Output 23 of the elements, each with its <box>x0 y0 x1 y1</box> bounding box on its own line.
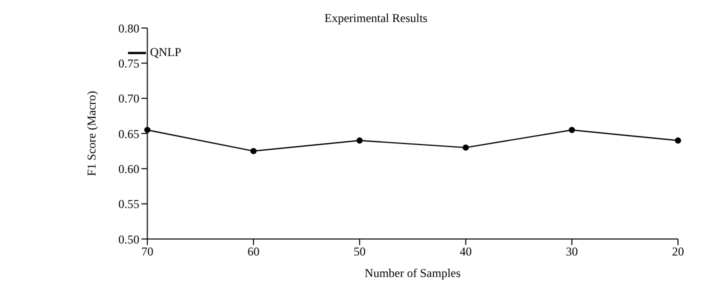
point <box>356 137 363 144</box>
point <box>462 144 469 151</box>
point <box>674 137 682 144</box>
point <box>250 148 257 154</box>
legend-label: QNLP <box>150 44 182 59</box>
x-tick-label: 50 <box>354 244 366 259</box>
y-tick-label: 0.55 <box>118 197 140 212</box>
y-tick-label: 0.50 <box>118 232 140 246</box>
y-tick-label: 0.65 <box>118 126 140 141</box>
y-tick-label: 0.75 <box>118 56 140 70</box>
x-tick-label: 20 <box>672 244 684 259</box>
x-axis-title: Number of Samples <box>364 266 461 280</box>
x-tick-label: 60 <box>247 244 260 259</box>
point <box>568 126 575 134</box>
point <box>144 126 150 134</box>
y-tick-label: 0.80 <box>118 21 140 36</box>
y-tick-label: 0.60 <box>118 162 140 176</box>
y-tick-label: 0.70 <box>118 92 140 106</box>
x-tick-label: 40 <box>460 244 472 259</box>
chart-title: Experimental Results <box>324 11 428 25</box>
x-tick-label: 30 <box>566 244 578 259</box>
y-axis-title: F1 Score (Macro) <box>84 90 99 176</box>
x-tick-label: 70 <box>141 244 154 259</box>
